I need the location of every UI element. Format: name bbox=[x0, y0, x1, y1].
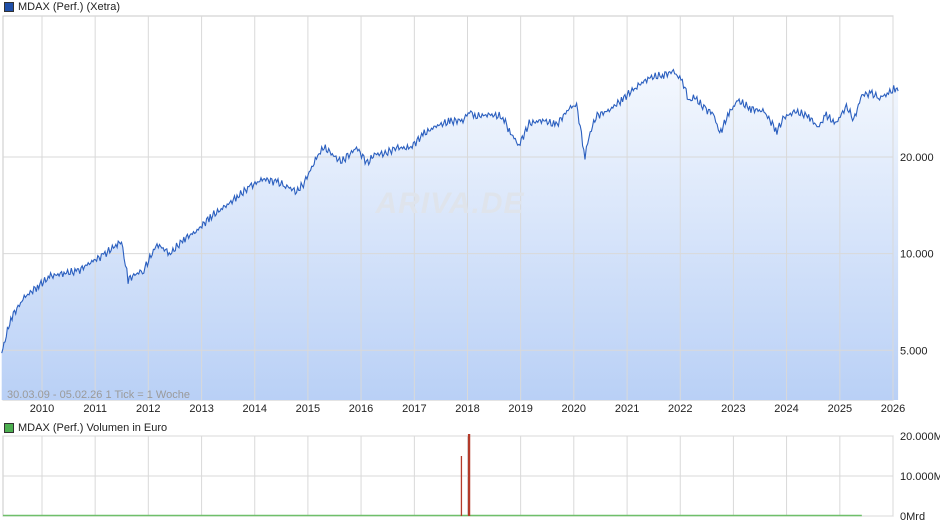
xtick-label: 2017 bbox=[402, 403, 426, 415]
price-ytick-label: 20.000 bbox=[900, 152, 934, 164]
volume-ytick-label: 10.000Mrd bbox=[900, 471, 940, 483]
price-legend-swatch bbox=[4, 2, 14, 12]
volume-legend: MDAX (Perf.) Volumen in Euro bbox=[4, 421, 167, 435]
xtick-label: 2022 bbox=[668, 403, 692, 415]
volume-ytick-label: 20.000Mrd bbox=[900, 431, 940, 443]
price-legend-label: MDAX (Perf.) (Xetra) bbox=[18, 1, 121, 13]
xtick-label: 2023 bbox=[721, 403, 745, 415]
price-legend: MDAX (Perf.) (Xetra) bbox=[4, 0, 120, 14]
xtick-label: 2012 bbox=[136, 403, 160, 415]
range-note: 30.03.09 - 05.02.26 1 Tick = 1 Woche bbox=[7, 389, 190, 401]
xtick-label: 2020 bbox=[562, 403, 586, 415]
xtick-label: 2011 bbox=[83, 403, 107, 415]
xtick-label: 2013 bbox=[189, 403, 213, 415]
volume-ytick-label: 0Mrd bbox=[900, 511, 925, 523]
volume-bar bbox=[460, 456, 463, 516]
xtick-label: 2026 bbox=[881, 403, 905, 415]
volume-bar bbox=[467, 434, 470, 516]
xtick-label: 2025 bbox=[828, 403, 852, 415]
watermark: ARIVA.DE bbox=[374, 187, 524, 220]
price-ytick-label: 10.000 bbox=[900, 249, 934, 261]
xtick-label: 2018 bbox=[455, 403, 479, 415]
xtick-label: 2010 bbox=[30, 403, 54, 415]
volume-legend-label: MDAX (Perf.) Volumen in Euro bbox=[18, 422, 168, 434]
volume-bar bbox=[468, 434, 471, 516]
xtick-label: 2024 bbox=[774, 403, 798, 415]
xtick-label: 2021 bbox=[615, 403, 639, 415]
xtick-label: 2015 bbox=[296, 403, 320, 415]
price-ytick-label: 5.000 bbox=[900, 345, 928, 357]
xtick-label: 2016 bbox=[349, 403, 373, 415]
volume-legend-swatch bbox=[4, 423, 14, 433]
price-series-line bbox=[1, 68, 899, 354]
price-area bbox=[1, 69, 899, 400]
xtick-label: 2019 bbox=[508, 403, 532, 415]
xtick-label: 2014 bbox=[243, 403, 267, 415]
